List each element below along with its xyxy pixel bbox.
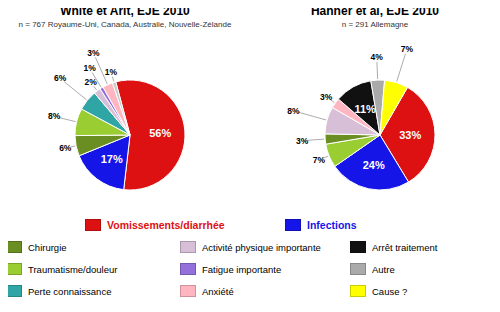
html-text:Hahner et al, EJE 2010: Hahner et al, EJE 2010 bbox=[311, 4, 439, 18]
html-text:Autre: Autre bbox=[372, 263, 395, 275]
html-text:Arrêt traitement: Arrêt traitement bbox=[372, 241, 438, 253]
svg-text:8%: 8% bbox=[287, 106, 300, 116]
svg-text:8%: 8% bbox=[48, 111, 61, 121]
svg-text:1%: 1% bbox=[83, 63, 96, 73]
svg-text:56%: 56% bbox=[149, 127, 171, 139]
html-text:Traumatisme/douleur: Traumatisme/douleur bbox=[28, 263, 118, 275]
html-text:Activité physique importante: Activité physique importante bbox=[202, 241, 321, 253]
svg-text:7%: 7% bbox=[401, 44, 414, 54]
svg-text:2%: 2% bbox=[85, 77, 98, 87]
html-text:n = 767 Royaume-Uni, Canada, A: n = 767 Royaume-Uni, Canada, Australie, … bbox=[18, 20, 232, 29]
svg-text:6%: 6% bbox=[59, 143, 72, 153]
svg-text:33%: 33% bbox=[399, 129, 421, 141]
svg-text:3%: 3% bbox=[320, 92, 333, 102]
svg-text:3%: 3% bbox=[87, 48, 100, 58]
svg-text:3%: 3% bbox=[296, 136, 309, 146]
html-text:Cause ?: Cause ? bbox=[372, 285, 408, 297]
html-text:Fatigue importante: Fatigue importante bbox=[202, 263, 282, 275]
svg-text:4%: 4% bbox=[371, 52, 384, 62]
html-text:Vomissements/diarrhée: Vomissements/diarrhée bbox=[107, 219, 225, 231]
svg-text:11%: 11% bbox=[354, 103, 376, 115]
html-text:Perte connaissance: Perte connaissance bbox=[28, 285, 112, 297]
svg-text:1%: 1% bbox=[105, 67, 118, 77]
html-text:Infections: Infections bbox=[307, 219, 357, 231]
svg-text:7%: 7% bbox=[313, 155, 326, 165]
svg-text:17%: 17% bbox=[101, 153, 123, 165]
html-text:Chirurgie: Chirurgie bbox=[28, 241, 67, 253]
svg-text:24%: 24% bbox=[363, 159, 385, 171]
html-text:Anxiété: Anxiété bbox=[202, 285, 234, 297]
html-text:White et Arlt, EJE 2010: White et Arlt, EJE 2010 bbox=[60, 4, 190, 18]
html-text:n = 291 Allemagne: n = 291 Allemagne bbox=[341, 20, 409, 29]
svg-text:6%: 6% bbox=[54, 73, 67, 83]
